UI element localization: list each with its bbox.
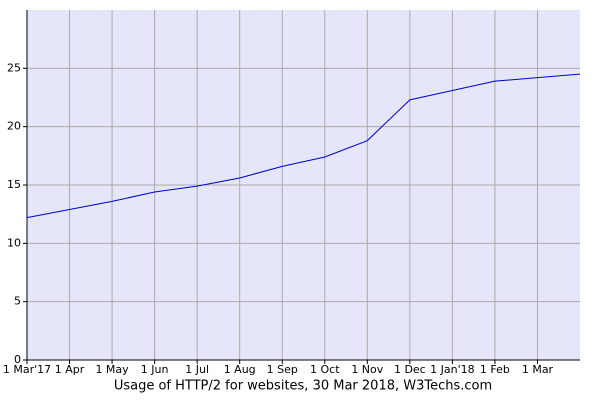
x-tick-label: 1 Nov <box>351 363 383 376</box>
x-tick-label: 1 Oct <box>310 363 340 376</box>
data-line <box>26 73 581 219</box>
y-tick-label: 5 <box>14 295 21 308</box>
x-tick-label: 1 Dec <box>394 363 426 376</box>
x-tick-label: 1 Sep <box>267 363 298 376</box>
y-tick-label: 15 <box>7 178 21 191</box>
y-tick-label: 10 <box>7 236 21 249</box>
x-tick-label: 1 May <box>95 363 129 376</box>
x-tick-label: 1 Apr <box>55 363 85 376</box>
x-tick-label: 1 Jul <box>185 363 209 376</box>
chart-caption: Usage of HTTP/2 for websites, 30 Mar 201… <box>114 379 492 394</box>
x-tick-label: 1 Feb <box>480 363 510 376</box>
y-tick-label: 20 <box>7 120 21 133</box>
x-tick-label: 1 Mar <box>522 363 554 376</box>
y-tick-label: 0 <box>14 353 21 366</box>
y-tick-label: 25 <box>7 61 21 74</box>
x-tick-label: 1 Mar'17 <box>3 363 51 376</box>
x-tick-label: 1 Aug <box>224 363 256 376</box>
x-tick-label: 1 Jan'18 <box>430 363 474 376</box>
x-tick-label: 1 Jun <box>141 363 169 376</box>
